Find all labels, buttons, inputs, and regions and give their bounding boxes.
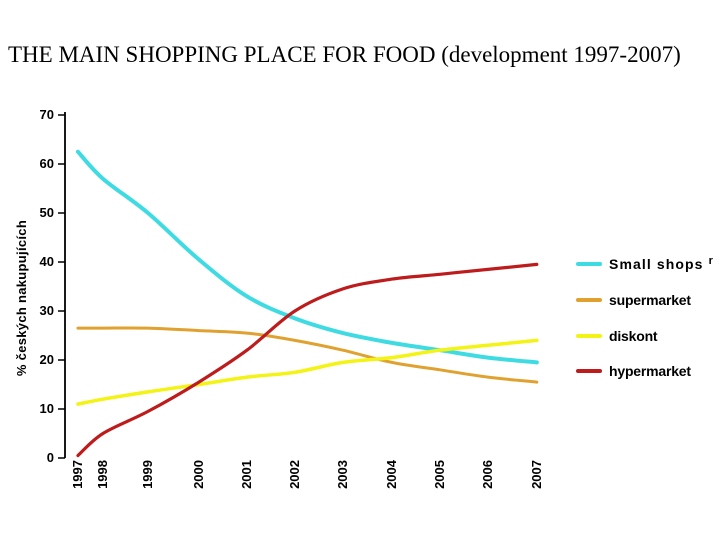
series-line-supermarket [76,326,539,384]
legend-item-supermarket: supermarket [576,290,691,310]
series-line-small-shops [75,149,539,365]
x-tick-label: 2006 [479,460,495,489]
x-tick-label: 2002 [286,460,302,489]
legend-item-diskont: diskont [576,326,658,346]
x-tick-label: 2001 [238,460,254,489]
legend-item-hypermarket: hypermarket [576,361,691,381]
legend-label: hypermarket [609,363,691,379]
series-line-diskont [76,338,539,406]
x-tick-label: 2004 [383,460,399,489]
legend-label: diskont [609,328,658,344]
y-tick-label: 50 [39,205,54,220]
y-tick-label: 10 [39,401,54,416]
legend-label: supermarket [609,292,691,308]
x-tick-label: 1999 [140,460,156,489]
x-tick-label: 2005 [431,460,447,489]
legend-swatch-icon [576,369,602,373]
x-tick-label: 1998 [94,460,110,489]
legend-swatch-icon [576,298,602,302]
y-tick-label: 0 [46,450,54,465]
x-tick-label: 2007 [528,460,544,489]
series-line-hypermarket [76,262,539,458]
legend-swatch-icon [576,334,602,338]
x-tick-label: 2003 [334,460,350,489]
legend-item-small-shops: Small shops r [576,254,713,274]
x-tick-label: 1997 [69,460,85,489]
legend-swatch-icon [576,262,602,266]
y-tick-label: 70 [39,107,54,122]
legend-note-glyph: r [708,255,713,267]
x-tick-label: 2000 [190,460,206,489]
chart-title: THE MAIN SHOPPING PLACE FOR FOOD (develo… [8,42,681,67]
y-tick-label: 60 [39,156,54,171]
y-tick-label: 40 [39,254,54,269]
y-tick-label: 30 [39,303,54,318]
legend-label: Small shops [609,256,704,272]
y-tick-label: 20 [39,352,54,367]
